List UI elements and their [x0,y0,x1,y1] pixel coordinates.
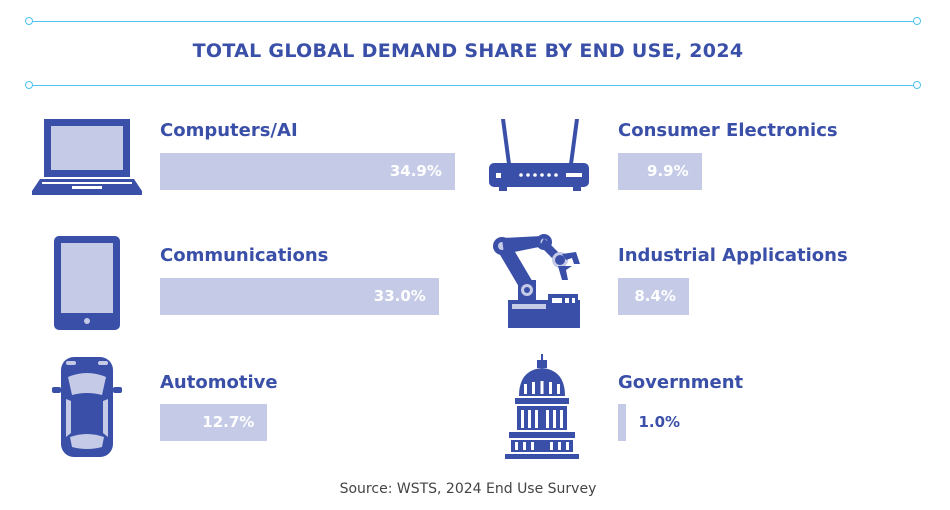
car-icon [52,357,122,457]
label-consumer-electronics: Consumer Electronics [618,120,838,141]
value-government: 1.0% [638,413,681,431]
label-automotive: Automotive [160,372,278,393]
chart-title: TOTAL GLOBAL DEMAND SHARE BY END USE, 20… [192,40,744,62]
value-automotive: 12.7% [202,413,255,431]
top-divider [25,17,921,25]
label-computers-ai: Computers/AI [160,120,298,141]
bottom-divider [25,81,921,89]
label-industrial-applications: Industrial Applications [618,245,848,266]
label-government: Government [618,372,744,393]
value-communications: 33.0% [373,287,426,305]
value-computers-ai: 34.9% [389,162,442,180]
tablet-icon [54,236,120,330]
bar-government [618,404,627,441]
label-communications: Communications [160,245,329,266]
bar-computers-ai [160,153,455,190]
value-industrial-applications: 8.4% [634,287,676,305]
value-consumer-electronics: 9.9% [647,162,689,180]
bar-industrial-applications [618,278,689,315]
bar-consumer-electronics [618,153,702,190]
router-icon [489,119,589,191]
source-note: Source: WSTS, 2024 End Use Survey [339,481,597,497]
laptop-icon [32,119,142,195]
bar-automotive [160,404,268,441]
robot-arm-icon [493,234,580,328]
capitol-icon [505,354,579,459]
bar-communications [160,278,439,315]
